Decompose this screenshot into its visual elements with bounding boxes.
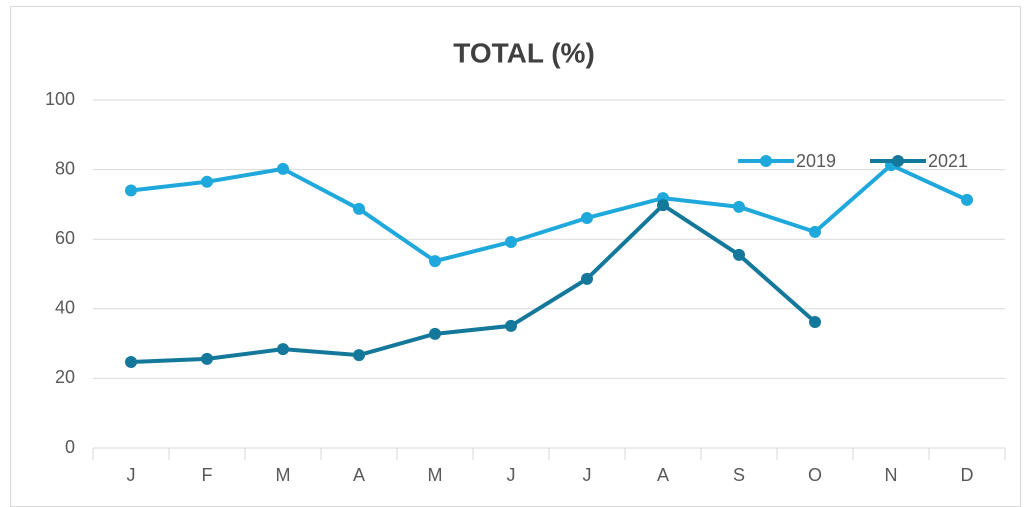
x-tick-label: D (961, 465, 974, 485)
x-tick-label: S (733, 465, 745, 485)
x-tick-label: O (808, 465, 822, 485)
data-point (733, 200, 745, 213)
data-point (201, 352, 213, 365)
x-tick-label: J (507, 465, 516, 485)
y-tick-label: 0 (65, 437, 75, 457)
y-tick-label: 40 (55, 298, 75, 318)
x-tick-label: F (202, 465, 213, 485)
data-point (581, 272, 593, 285)
x-tick-label: N (885, 465, 898, 485)
data-point (353, 202, 365, 215)
x-tick-label: J (127, 465, 136, 485)
data-point (809, 316, 821, 329)
x-tick-label: A (657, 465, 669, 485)
data-point (201, 175, 213, 188)
data-point (505, 319, 517, 332)
legend-marker (760, 155, 772, 167)
y-tick-label: 60 (55, 228, 75, 248)
x-tick-label: M (428, 465, 443, 485)
y-tick-label: 80 (55, 158, 75, 178)
chart-title: TOTAL (%) (453, 37, 595, 68)
y-tick-label: 100 (45, 89, 75, 109)
x-tick-label: A (353, 465, 365, 485)
data-point (353, 349, 365, 362)
legend-label: 2019 (796, 151, 836, 171)
data-point (657, 199, 669, 212)
legend-label: 2021 (928, 151, 968, 171)
data-point (125, 356, 137, 369)
series-line (130, 203, 817, 365)
data-point (581, 211, 593, 224)
data-point (961, 193, 973, 206)
x-tick-label: J (583, 465, 592, 485)
data-point (277, 162, 289, 175)
y-tick-label: 20 (55, 367, 75, 387)
legend-marker (892, 155, 904, 167)
data-point (809, 225, 821, 238)
data-point (429, 255, 441, 268)
chart-border (10, 6, 1021, 507)
data-point (733, 248, 745, 261)
data-point (505, 235, 517, 248)
data-point (125, 184, 137, 197)
data-point (277, 343, 289, 356)
series-line (130, 163, 968, 264)
x-tick-label: M (276, 465, 291, 485)
data-point (429, 327, 441, 340)
